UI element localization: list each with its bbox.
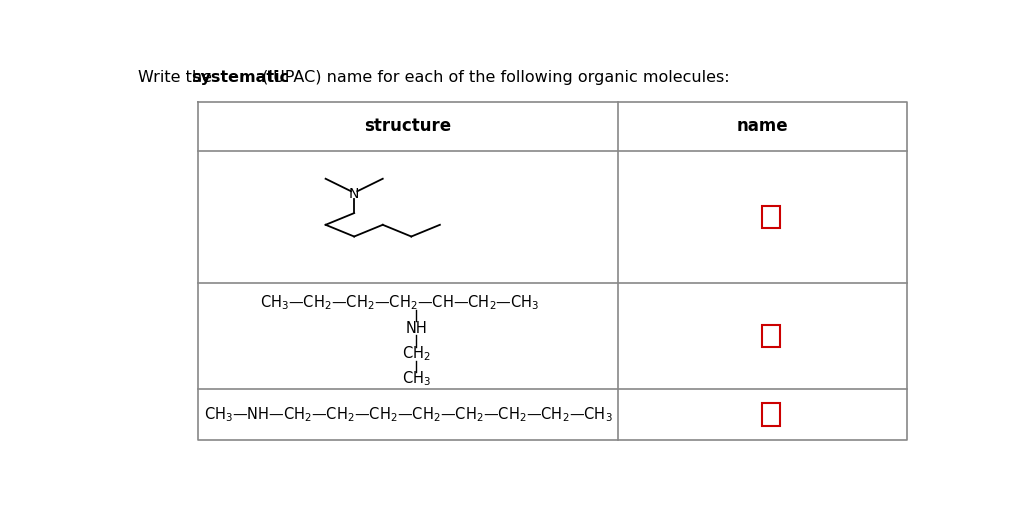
- Bar: [762, 206, 779, 228]
- Text: N: N: [349, 187, 359, 201]
- Text: CH$_3$: CH$_3$: [401, 370, 430, 388]
- Bar: [762, 403, 779, 426]
- Text: Write the: Write the: [137, 70, 217, 85]
- Text: CH$_2$: CH$_2$: [401, 344, 430, 363]
- Text: name: name: [737, 117, 788, 135]
- Text: CH$_3$—CH$_2$—CH$_2$—CH$_2$—CH—CH$_2$—CH$_3$: CH$_3$—CH$_2$—CH$_2$—CH$_2$—CH—CH$_2$—CH…: [260, 294, 540, 312]
- Text: CH$_3$—NH—CH$_2$—CH$_2$—CH$_2$—CH$_2$—CH$_2$—CH$_2$—CH$_2$—CH$_3$: CH$_3$—NH—CH$_2$—CH$_2$—CH$_2$—CH$_2$—CH…: [204, 405, 612, 424]
- Text: systematic: systematic: [191, 70, 290, 85]
- Text: NH: NH: [406, 321, 427, 336]
- Bar: [762, 325, 779, 347]
- Text: (IUPAC) name for each of the following organic molecules:: (IUPAC) name for each of the following o…: [257, 70, 729, 85]
- Text: structure: structure: [365, 117, 452, 135]
